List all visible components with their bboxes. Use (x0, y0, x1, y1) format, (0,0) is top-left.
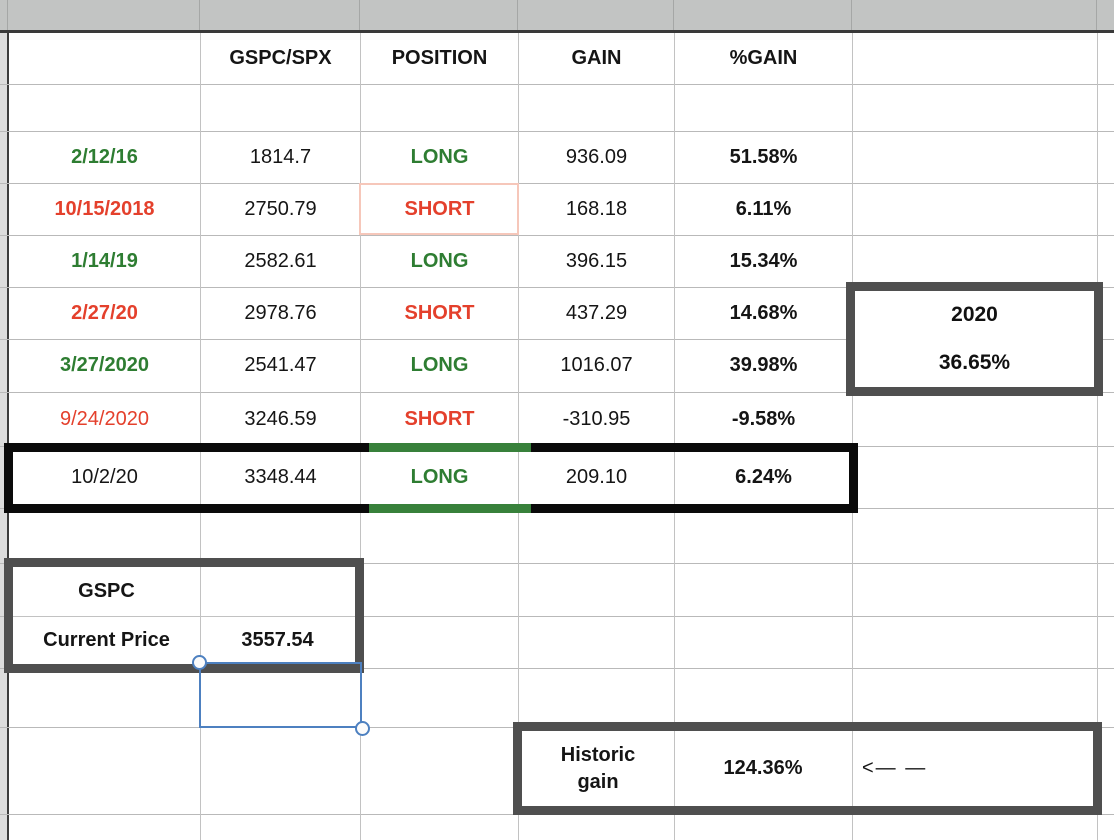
year-label[interactable]: 2020 (951, 303, 998, 326)
price-cell[interactable]: 2978.76 (244, 301, 317, 324)
gain-cell[interactable]: 396.15 (565, 249, 628, 272)
column-separator (673, 0, 674, 30)
date-cell[interactable]: 10/2/20 (71, 465, 138, 488)
gridline (200, 33, 201, 840)
gspc-title-cell[interactable]: GSPC (78, 580, 135, 602)
position-cell[interactable]: SHORT (404, 197, 475, 220)
gain-cell[interactable]: 437.29 (565, 301, 628, 324)
historic-gain-box: Historic gain 124.36% <— — (513, 722, 1102, 815)
header-row: GSPC/SPX POSITION GAIN %GAIN (0, 33, 1114, 84)
gridline (852, 33, 853, 840)
gridline (200, 567, 201, 664)
selection-handle-bottom-right[interactable] (355, 721, 370, 736)
position-cell[interactable]: LONG (410, 249, 469, 272)
price-cell[interactable]: 3348.44 (244, 465, 317, 488)
historic-gain-label-cell[interactable]: Historic gain (522, 731, 674, 806)
price-cell[interactable]: 2541.47 (244, 354, 317, 376)
price-cell[interactable]: 1814.7 (249, 145, 312, 168)
header-pct-gain[interactable]: %GAIN (729, 47, 798, 69)
pct-gain-cell[interactable]: 51.58% (729, 145, 798, 168)
price-cell[interactable]: 2582.61 (244, 249, 317, 272)
position-cell[interactable]: LONG (410, 145, 469, 168)
date-cell[interactable]: 2/12/16 (71, 145, 138, 168)
year-2020-summary-box: 2020 36.65% (846, 282, 1103, 396)
gridline (1097, 33, 1098, 840)
position-cell[interactable]: LONG (410, 354, 469, 376)
gridline (852, 731, 853, 806)
historic-gain-label: Historic gain (560, 743, 636, 793)
column-separator (517, 0, 518, 30)
arrow-annotation-cell[interactable]: <— — (862, 757, 928, 779)
selected-cell[interactable] (199, 662, 362, 728)
column-separator (1096, 0, 1097, 30)
pct-gain-cell[interactable]: 6.24% (735, 465, 792, 488)
gridline (0, 339, 1114, 340)
table-row: 2/12/16 1814.7 LONG 936.09 51.58% (0, 131, 1114, 183)
table-left-border (7, 33, 9, 840)
date-cell[interactable]: 9/24/2020 (60, 407, 149, 430)
column-separator (199, 0, 200, 30)
date-cell[interactable]: 2/27/20 (71, 301, 138, 324)
gridline (0, 392, 1114, 393)
pct-gain-cell[interactable]: 6.11% (735, 197, 792, 220)
position-cell[interactable]: SHORT (404, 301, 475, 324)
table-row: 2/27/20 2978.76 SHORT 437.29 14.68% (0, 287, 1114, 339)
pct-gain-cell[interactable]: 14.68% (729, 301, 798, 324)
gain-cell[interactable]: -310.95 (562, 407, 631, 430)
gain-cell[interactable]: 1016.07 (560, 354, 633, 376)
current-price-value-cell[interactable]: 3557.54 (241, 629, 314, 651)
table-row: 1/14/19 2582.61 LONG 396.15 15.34% (0, 235, 1114, 287)
gain-cell[interactable]: 168.18 (565, 197, 628, 220)
gridline (360, 33, 361, 840)
column-separator (851, 0, 852, 30)
year-pct-gain-value[interactable]: 36.65% (938, 351, 1011, 374)
gridline (0, 563, 1114, 564)
header-gspc-spx[interactable]: GSPC/SPX (229, 47, 332, 69)
header-gain[interactable]: GAIN (571, 47, 622, 69)
table-row: 10/15/2018 2750.79 SHORT 168.18 6.11% (0, 183, 1114, 235)
current-price-box: GSPC Current Price 3557.54 (4, 558, 364, 673)
date-cell[interactable]: 10/15/2018 (54, 197, 155, 220)
table-row-current: 10/2/20 3348.44 LONG 209.10 6.24% (0, 446, 1114, 508)
position-cell[interactable]: SHORT (404, 407, 475, 430)
gain-cell[interactable]: 936.09 (565, 145, 628, 168)
date-cell[interactable]: 1/14/19 (71, 249, 138, 272)
price-cell[interactable]: 2750.79 (244, 197, 317, 220)
column-separator (359, 0, 360, 30)
highlighted-short-cell-outline (359, 183, 519, 235)
pct-gain-cell[interactable]: 39.98% (729, 354, 798, 376)
gridline (0, 668, 1114, 669)
gridline (13, 616, 355, 617)
gridline (0, 287, 1114, 288)
gridline (518, 33, 519, 840)
table-row: 9/24/2020 3246.59 SHORT -310.95 -9.58% (0, 392, 1114, 446)
gridline (0, 84, 1114, 85)
gridline (0, 131, 1114, 132)
selection-handle-top-left[interactable] (192, 655, 207, 670)
pct-gain-cell[interactable]: 15.34% (729, 249, 798, 272)
header-position[interactable]: POSITION (391, 47, 488, 69)
table-row: 3/27/2020 2541.47 LONG 1016.07 39.98% (0, 339, 1114, 392)
gridline (674, 731, 675, 806)
position-cell[interactable]: LONG (410, 465, 469, 488)
historic-gain-value-cell[interactable]: 124.36% (723, 757, 803, 779)
cutoff-left-column (0, 33, 7, 840)
current-price-label-cell[interactable]: Current Price (43, 629, 170, 651)
gridline (0, 616, 1114, 617)
gridline (0, 235, 1114, 236)
pct-gain-cell[interactable]: -9.58% (731, 407, 796, 430)
gridline (674, 33, 675, 840)
date-cell[interactable]: 3/27/2020 (60, 354, 149, 376)
column-separator (7, 0, 8, 30)
price-cell[interactable]: 3246.59 (244, 407, 317, 430)
gridline (0, 508, 1114, 509)
gain-cell[interactable]: 209.10 (565, 465, 628, 488)
gridline (0, 183, 1114, 184)
column-header-strip (0, 0, 1114, 33)
